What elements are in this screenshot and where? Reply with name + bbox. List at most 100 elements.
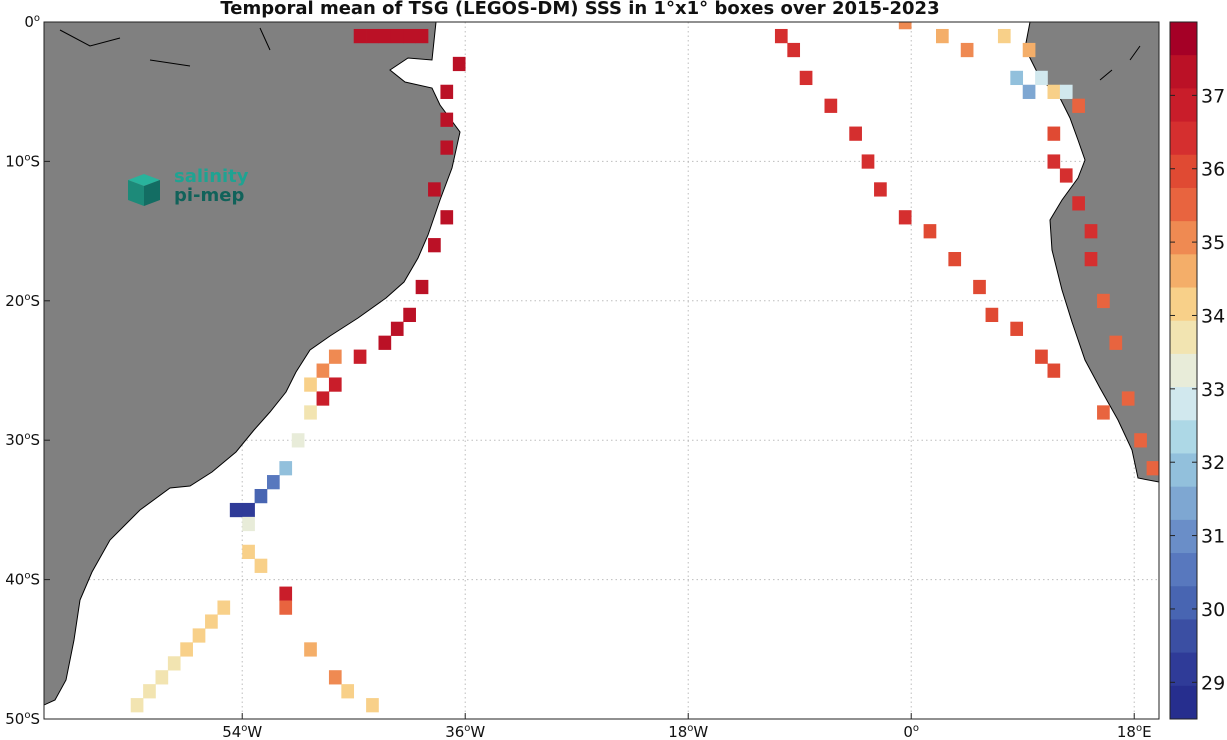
sss-cell (1022, 42, 1036, 58)
sss-cell (948, 252, 962, 267)
sss-cell (1121, 391, 1135, 406)
sss-cell (774, 28, 788, 44)
colorbar-tick-label: 34 (1201, 305, 1225, 327)
logo-cube-icon (128, 174, 160, 206)
sss-cell (242, 516, 255, 532)
sss-cell (155, 670, 169, 685)
lon-tick-label: 18oW (668, 723, 708, 740)
colorbar-tick-label: 31 (1201, 526, 1225, 548)
sss-cell (1022, 84, 1036, 99)
sss-cell (254, 558, 268, 573)
sss-cell (242, 502, 255, 518)
colorbar-tick-label: 35 (1201, 232, 1225, 254)
sss-cell (353, 349, 367, 364)
colorbar-tick-label: 29 (1201, 672, 1225, 694)
colorbar-swatch (1170, 254, 1197, 289)
sss-cell (378, 28, 392, 44)
sss-cell (217, 600, 231, 615)
lon-tick-label: 0o (903, 723, 919, 740)
colorbar-swatch (1170, 652, 1197, 687)
sss-cell (1047, 126, 1061, 141)
colorbar-swatch (1170, 685, 1197, 720)
sss-cell (378, 335, 392, 350)
sss-cell (242, 544, 255, 559)
sss-cell (1010, 70, 1024, 86)
sss-cell (390, 321, 404, 336)
sss-cell (1097, 293, 1110, 309)
sss-cell (390, 28, 404, 44)
sss-cell (985, 307, 999, 323)
lon-tick-label: 36oW (445, 723, 485, 740)
colorbar-swatch (1170, 353, 1197, 388)
colorbar-swatch (1170, 22, 1197, 56)
sss-cell (267, 475, 280, 490)
sss-cell (787, 42, 801, 58)
sss-cell (353, 28, 367, 44)
lon-tick-label: 18oE (1117, 723, 1152, 740)
colorbar-tick-label: 33 (1201, 379, 1225, 401)
sss-cell (130, 698, 144, 713)
sss-cell (167, 656, 181, 671)
colorbar-swatch (1170, 486, 1197, 521)
sss-cell (1047, 154, 1061, 169)
colorbar-swatch (1170, 586, 1197, 620)
sss-cell (403, 28, 416, 44)
colorbar-swatch (1170, 287, 1197, 322)
sss-cell (799, 70, 813, 86)
sss-cell (328, 670, 342, 685)
africa-landmass (1024, 22, 1159, 483)
latitude-axis: 0o 10oS 20oS 30oS 40oS 50oS (5, 13, 50, 728)
sss-cell (1047, 84, 1061, 99)
lat-tick-label: 30oS (5, 431, 40, 449)
sss-cell (403, 307, 416, 323)
sss-cell (366, 698, 379, 713)
lat-tick-label: 10oS (5, 152, 40, 170)
sss-cell (1059, 168, 1073, 183)
sss-cell (874, 182, 887, 197)
sss-cell (1035, 349, 1048, 364)
sss-cell (440, 210, 454, 225)
axes-frame (43, 21, 1160, 720)
colorbar-swatch (1170, 553, 1197, 587)
sss-cells (130, 22, 1159, 713)
longitude-axis: 54oW 36oW 18oW 0o 18oE (222, 713, 1152, 740)
sss-cell (180, 642, 193, 657)
colorbar-swatch (1170, 453, 1197, 488)
sss-cell (973, 279, 986, 295)
colorbar-swatch (1170, 519, 1197, 554)
lat-tick-label: 20oS (5, 292, 40, 310)
lat-tick-label: 0o (24, 13, 40, 31)
sss-cell (440, 140, 454, 155)
sss-cell (960, 42, 974, 58)
sss-cell (428, 238, 441, 253)
sss-cell (440, 84, 454, 99)
sss-cell (1010, 321, 1024, 336)
sss-cell (1134, 433, 1147, 448)
sss-cell (304, 405, 317, 420)
logo-line1: salinity (174, 166, 249, 187)
sss-cell (304, 642, 317, 657)
sss-cell (898, 22, 912, 30)
sss-cell (279, 600, 293, 615)
sss-cell (1059, 84, 1073, 99)
salinity-pi-mep-logo: salinity pi-mep (124, 166, 254, 214)
sss-cell (824, 98, 838, 113)
sss-cell (1084, 252, 1098, 267)
colorbar-tick-label: 37 (1201, 85, 1225, 107)
sss-cell (254, 488, 268, 504)
sss-cell (440, 112, 454, 127)
sss-cell (316, 391, 330, 406)
colorbar-tick-label: 36 (1201, 159, 1225, 181)
sss-cell (861, 154, 875, 169)
sss-cell (1084, 224, 1098, 239)
sss-cell (291, 433, 305, 448)
colorbar-swatch (1170, 121, 1197, 156)
lon-tick-label: 54oW (222, 723, 262, 740)
colorbar-swatch (1170, 154, 1197, 189)
sss-cell (452, 56, 466, 72)
sss-cell (1097, 405, 1110, 420)
sss-cell (428, 182, 441, 197)
sss-cell (279, 586, 293, 601)
colorbar-swatch (1170, 88, 1197, 123)
